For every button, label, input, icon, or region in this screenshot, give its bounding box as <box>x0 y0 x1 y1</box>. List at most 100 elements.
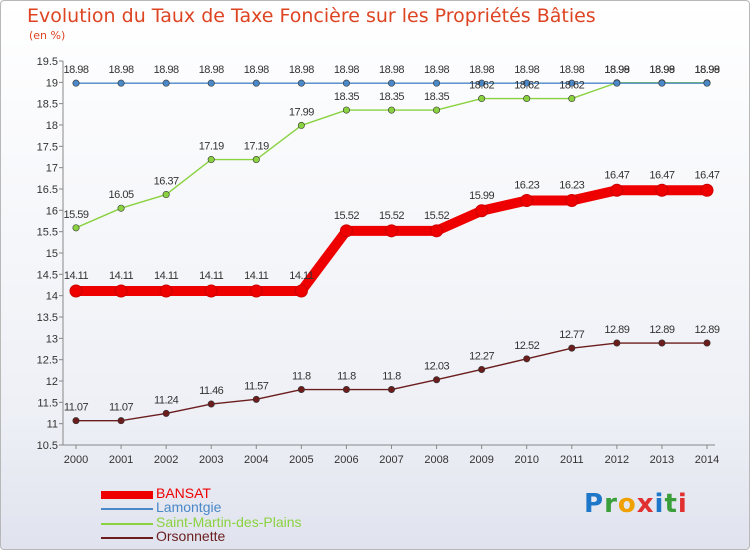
data-label-orsonnette: 11.8 <box>382 371 401 383</box>
legend-label: Orsonnette <box>156 528 226 544</box>
y-tick-label: 10.5 <box>37 440 58 452</box>
data-label-orsonnette: 12.89 <box>649 324 674 336</box>
x-tick-label: 2001 <box>109 454 133 466</box>
data-label-lamontgie: 18.98 <box>604 64 629 76</box>
data-point-lamontgie <box>703 79 711 87</box>
data-point-bansat <box>339 224 353 238</box>
y-tick-label: 12 <box>46 376 58 388</box>
data-point-orsonnette <box>252 395 260 403</box>
data-point-bansat <box>475 204 489 218</box>
data-label-lamontgie: 18.98 <box>244 64 269 76</box>
data-point-bansat <box>565 194 579 208</box>
data-label-bansat: 15.52 <box>379 210 404 222</box>
data-point-lamontgie <box>658 79 666 87</box>
data-point-lamontgie <box>568 79 576 87</box>
data-point-saint-martin-des-plains <box>72 224 80 232</box>
data-label-orsonnette: 11.46 <box>199 385 224 397</box>
axes: 10.5 11 11.5 12 12.5 13 13.5 14 14.5 15 15.5 16 16.5… <box>37 56 720 466</box>
y-tick-label: 11.5 <box>37 397 58 409</box>
data-label-bansat: 15.52 <box>334 210 359 222</box>
data-label-orsonnette: 12.89 <box>694 324 719 336</box>
y-tick-label: 16.5 <box>37 184 58 196</box>
data-point-saint-martin-des-plains <box>387 106 395 114</box>
data-label-lamontgie: 18.98 <box>469 64 494 76</box>
y-tick-label: 11 <box>47 419 58 431</box>
data-point-lamontgie <box>297 79 305 87</box>
data-label-bansat: 15.52 <box>424 210 449 222</box>
data-point-saint-martin-des-plains <box>117 204 125 212</box>
proxiti-logo: Proxiti <box>584 489 688 519</box>
data-label-orsonnette: 12.03 <box>424 361 449 373</box>
data-point-bansat <box>69 284 83 298</box>
data-label-saint-martin-des-plains: 18.99 <box>694 64 719 76</box>
data-label-lamontgie: 18.98 <box>63 64 88 76</box>
x-tick-label: 2000 <box>64 454 88 466</box>
x-tick-label: 2014 <box>695 454 719 466</box>
data-point-bansat <box>655 183 669 197</box>
x-tick-label: 2009 <box>469 454 493 466</box>
data-label-orsonnette: 12.27 <box>469 350 494 362</box>
y-tick-label: 14.5 <box>37 269 58 281</box>
data-label-lamontgie: 18.98 <box>559 64 584 76</box>
data-label-saint-martin-des-plains: 16.05 <box>109 189 134 201</box>
data-label-bansat: 16.47 <box>694 169 719 181</box>
series-bansat <box>69 183 714 298</box>
data-point-bansat <box>294 284 308 298</box>
data-point-lamontgie <box>162 79 170 87</box>
data-point-orsonnette <box>568 344 576 352</box>
data-point-bansat <box>610 183 624 197</box>
y-tick-label: 18 <box>46 120 58 132</box>
data-point-lamontgie <box>478 79 486 87</box>
data-point-bansat <box>204 284 218 298</box>
legend-label: BANSAT <box>156 485 211 501</box>
series-lamontgie <box>72 79 711 87</box>
data-label-saint-martin-des-plains: 17.99 <box>289 106 314 118</box>
data-label-bansat: 16.23 <box>559 180 584 192</box>
data-point-orsonnette <box>72 417 80 425</box>
data-label-orsonnette: 11.8 <box>337 371 356 383</box>
data-label-saint-martin-des-plains: 18.35 <box>334 91 359 103</box>
x-tick-label: 2004 <box>244 454 268 466</box>
data-point-orsonnette <box>342 386 350 394</box>
y-tick-label: 17.5 <box>37 141 58 153</box>
data-label-orsonnette: 12.52 <box>514 340 539 352</box>
data-point-lamontgie <box>433 79 441 87</box>
series-layer <box>69 79 714 425</box>
data-point-saint-martin-des-plains <box>207 156 215 164</box>
data-point-orsonnette <box>207 400 215 408</box>
data-point-lamontgie <box>252 79 260 87</box>
data-label-saint-martin-des-plains: 17.19 <box>244 141 269 153</box>
data-label-saint-martin-des-plains: 17.19 <box>199 141 224 153</box>
y-tick-label: 13 <box>46 333 58 345</box>
data-point-bansat <box>520 194 534 208</box>
data-point-lamontgie <box>207 79 215 87</box>
data-label-orsonnette: 12.77 <box>559 329 584 341</box>
chart-subtitle: (en %) <box>29 29 66 42</box>
data-point-orsonnette <box>658 339 666 347</box>
data-point-saint-martin-des-plains <box>252 156 260 164</box>
data-point-bansat <box>249 284 263 298</box>
x-tick-label: 2013 <box>650 454 674 466</box>
data-point-orsonnette <box>703 339 711 347</box>
data-point-lamontgie <box>342 79 350 87</box>
data-label-orsonnette: 11.07 <box>109 402 134 414</box>
data-point-orsonnette <box>613 339 621 347</box>
legend-swatch <box>101 537 153 539</box>
data-label-bansat: 14.11 <box>199 270 224 282</box>
x-tick-label: 2003 <box>199 454 223 466</box>
x-tick-label: 2007 <box>379 454 403 466</box>
data-label-lamontgie: 18.98 <box>289 64 314 76</box>
data-label-saint-martin-des-plains: 18.62 <box>469 80 494 92</box>
y-tick-label: 15.5 <box>37 227 58 239</box>
data-point-orsonnette <box>297 386 305 394</box>
legend-swatch <box>101 523 153 525</box>
data-label-saint-martin-des-plains: 18.35 <box>379 91 404 103</box>
x-tick-label: 2002 <box>154 454 178 466</box>
y-tick-label: 14 <box>46 291 58 303</box>
data-point-bansat <box>385 224 398 238</box>
data-label-bansat: 16.23 <box>514 180 539 192</box>
data-point-saint-martin-des-plains <box>297 121 305 129</box>
data-point-lamontgie <box>613 79 621 87</box>
data-point-bansat <box>114 284 128 298</box>
